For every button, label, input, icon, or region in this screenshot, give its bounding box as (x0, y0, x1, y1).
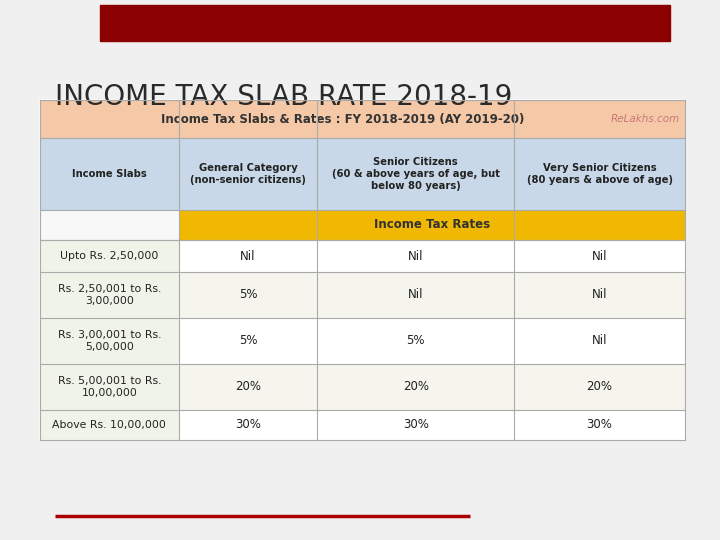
Text: Nil: Nil (592, 288, 607, 301)
Text: Income Tax Slabs & Rates : FY 2018-2019 (AY 2019-20): Income Tax Slabs & Rates : FY 2018-2019 … (161, 112, 525, 125)
Text: 30%: 30% (402, 418, 428, 431)
Text: 30%: 30% (587, 418, 613, 431)
Text: 20%: 20% (402, 381, 428, 394)
Bar (40, 410, 179, 440)
Text: Nil: Nil (240, 249, 256, 262)
Text: 30%: 30% (235, 418, 261, 431)
Text: Rs. 2,50,001 to Rs.
3,00,000: Rs. 2,50,001 to Rs. 3,00,000 (58, 284, 161, 306)
Bar (40, 100, 685, 440)
Bar (40, 272, 685, 318)
Text: Upto Rs. 2,50,000: Upto Rs. 2,50,000 (60, 251, 158, 261)
Bar (40, 210, 685, 240)
Text: Rs. 3,00,001 to Rs.
5,00,000: Rs. 3,00,001 to Rs. 5,00,000 (58, 330, 161, 352)
Text: Nil: Nil (408, 249, 423, 262)
Bar (40, 318, 685, 364)
Bar (40, 240, 685, 272)
Bar (40, 364, 179, 410)
Text: General Category
(non-senior citizens): General Category (non-senior citizens) (190, 163, 306, 185)
Bar (40, 138, 685, 210)
Text: Income Tax Rates: Income Tax Rates (374, 219, 490, 232)
Text: Nil: Nil (592, 334, 607, 348)
Text: Senior Citizens
(60 & above years of age, but
below 80 years): Senior Citizens (60 & above years of age… (332, 157, 500, 191)
Bar (40, 100, 685, 138)
Text: 5%: 5% (239, 288, 257, 301)
Text: Rs. 5,00,001 to Rs.
10,00,000: Rs. 5,00,001 to Rs. 10,00,000 (58, 376, 161, 398)
Text: 20%: 20% (587, 381, 613, 394)
Text: Above Rs. 10,00,000: Above Rs. 10,00,000 (53, 420, 166, 430)
Text: 20%: 20% (235, 381, 261, 394)
Text: Nil: Nil (592, 249, 607, 262)
Bar (40, 210, 179, 240)
Text: INCOME TAX SLAB RATE 2018-19: INCOME TAX SLAB RATE 2018-19 (55, 83, 513, 111)
Bar (40, 318, 179, 364)
Bar (40, 240, 179, 272)
Text: 5%: 5% (407, 334, 425, 348)
Text: ReLakhs.com: ReLakhs.com (611, 114, 680, 124)
Bar (40, 410, 685, 440)
Text: Very Senior Citizens
(80 years & above of age): Very Senior Citizens (80 years & above o… (526, 163, 672, 185)
Bar (40, 364, 685, 410)
Bar (100, 5, 670, 41)
Text: Nil: Nil (408, 288, 423, 301)
Text: Income Slabs: Income Slabs (72, 169, 147, 179)
Text: 5%: 5% (239, 334, 257, 348)
Bar (40, 272, 179, 318)
